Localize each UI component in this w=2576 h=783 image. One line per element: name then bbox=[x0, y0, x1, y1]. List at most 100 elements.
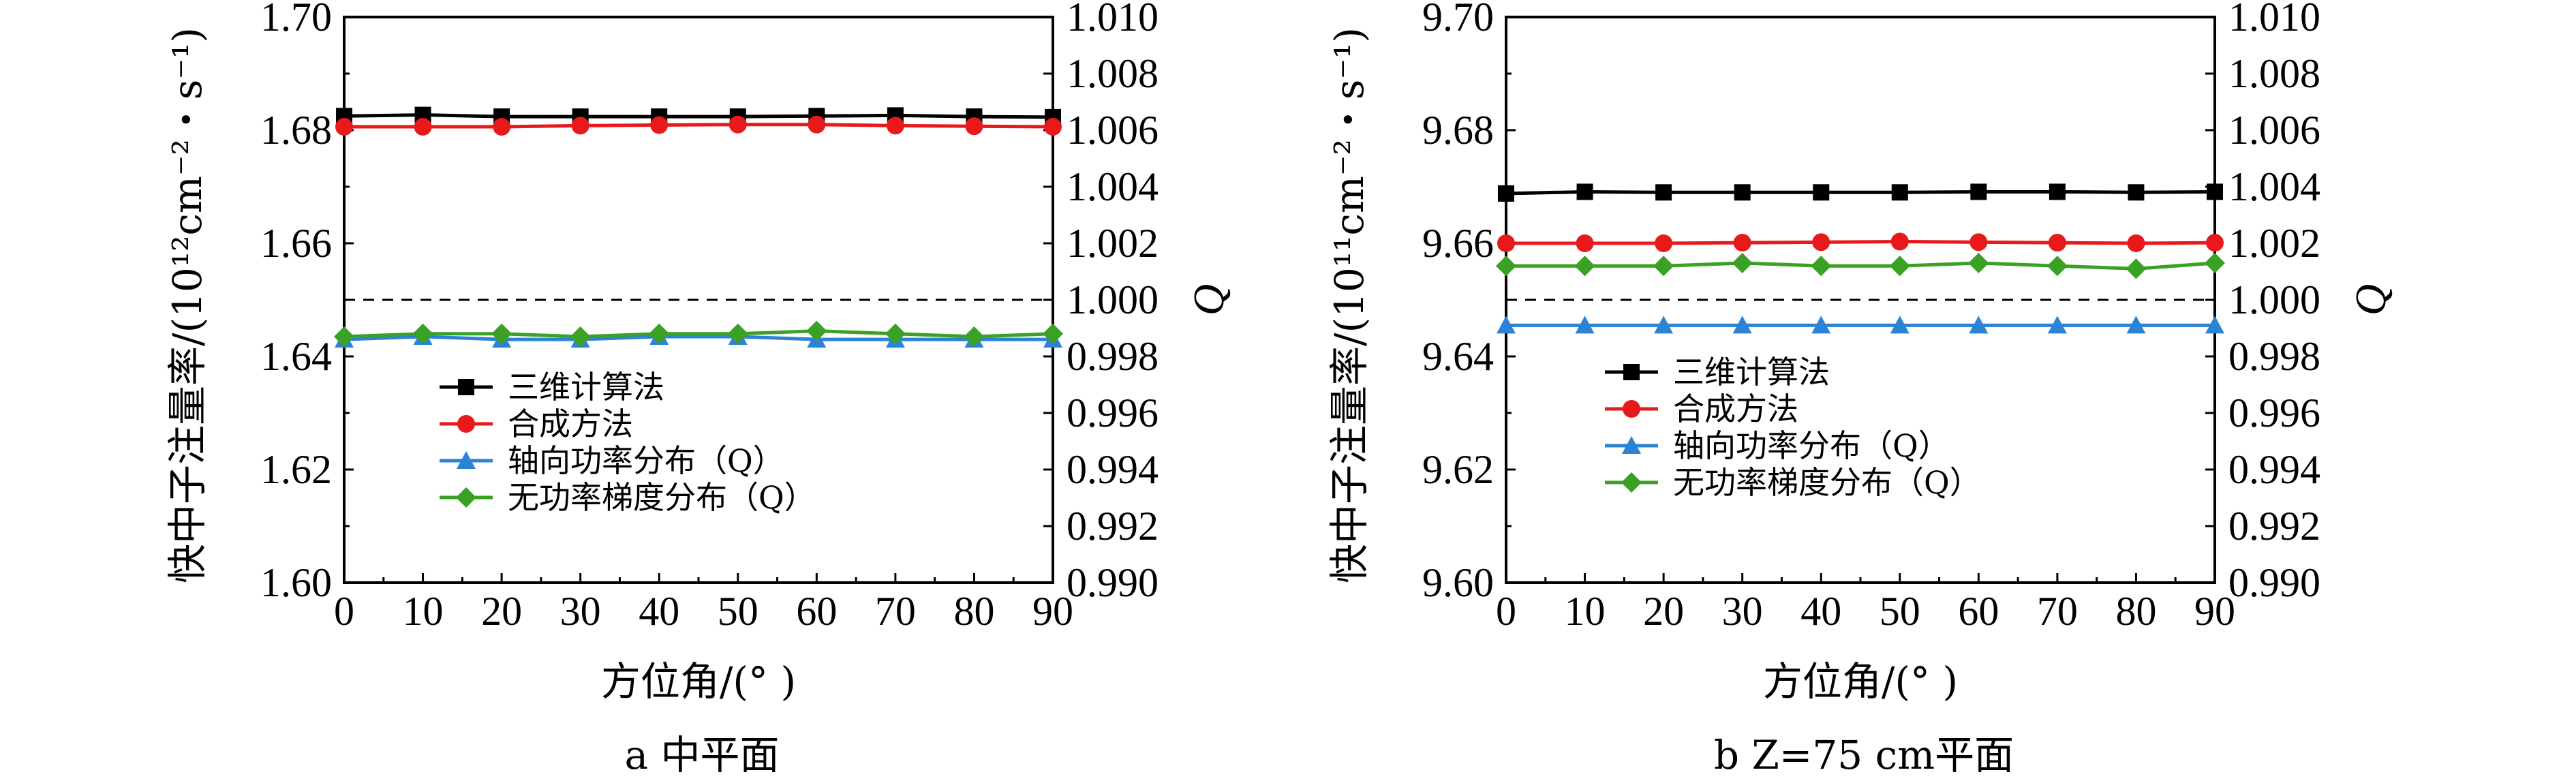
y-left-axis-title: 快中子注量率/(10¹¹cm⁻²・s⁻¹) bbox=[1326, 27, 1373, 583]
y-left-tick-label: 1.68 bbox=[260, 108, 332, 153]
data-point bbox=[1811, 256, 1832, 277]
data-point bbox=[1576, 234, 1594, 252]
series-2 bbox=[1497, 316, 2224, 334]
y-left-tick-label: 9.64 bbox=[1422, 334, 1494, 379]
legend-label: 轴向功率分布（Q） bbox=[1673, 427, 1950, 464]
data-point bbox=[570, 326, 591, 347]
data-point bbox=[1891, 184, 1908, 201]
data-point bbox=[1654, 316, 1674, 334]
y-right-tick-label: 1.000 bbox=[1067, 277, 1159, 322]
x-tick-label: 50 bbox=[718, 589, 758, 634]
data-point bbox=[886, 117, 904, 135]
data-point bbox=[1497, 234, 1515, 252]
x-tick-label: 20 bbox=[1643, 589, 1684, 634]
y-right-axis-title: Q bbox=[1184, 284, 1233, 316]
series-line bbox=[343, 335, 1053, 341]
y-right-tick-label: 1.006 bbox=[2228, 108, 2320, 153]
data-point bbox=[2127, 234, 2145, 252]
data-point bbox=[1890, 232, 1909, 251]
series-line bbox=[1505, 189, 2215, 196]
legend-marker bbox=[457, 451, 476, 469]
y-right-tick-label: 0.990 bbox=[2228, 560, 2320, 605]
y-right-tick-label: 1.002 bbox=[2228, 221, 2320, 266]
legend-label: 无功率梯度分布（Q） bbox=[1673, 464, 1981, 501]
data-point bbox=[806, 320, 827, 341]
data-point bbox=[727, 323, 748, 344]
data-point bbox=[334, 326, 354, 347]
y-left-tick-label: 9.68 bbox=[1422, 108, 1494, 153]
y-right-tick-label: 0.998 bbox=[1067, 334, 1159, 379]
legend-marker bbox=[457, 415, 475, 433]
series-0 bbox=[1498, 183, 2223, 202]
y-left-tick-label: 9.66 bbox=[1422, 221, 1494, 266]
data-point bbox=[1813, 184, 1830, 201]
y-right-tick-label: 0.994 bbox=[1067, 447, 1159, 492]
y-right-tick-label: 1.008 bbox=[1067, 51, 1159, 96]
x-tick-label: 90 bbox=[2194, 589, 2235, 634]
data-point bbox=[1044, 118, 1062, 136]
x-tick-label: 80 bbox=[2115, 589, 2156, 634]
legend-label: 三维计算法 bbox=[508, 369, 664, 405]
legend-label: 三维计算法 bbox=[1673, 354, 1830, 390]
data-point bbox=[2205, 316, 2224, 334]
data-point bbox=[965, 117, 983, 136]
x-tick-label: 10 bbox=[1565, 589, 1606, 634]
series-line bbox=[1506, 240, 2215, 245]
data-point bbox=[571, 117, 589, 135]
data-point bbox=[1732, 316, 1752, 334]
data-point bbox=[414, 118, 432, 136]
y-left-tick-label: 1.70 bbox=[260, 0, 332, 40]
y-left-tick-label: 1.64 bbox=[260, 334, 332, 379]
y-right-axis-title: Q bbox=[2346, 284, 2395, 316]
data-point bbox=[1889, 256, 1910, 277]
data-point bbox=[1655, 184, 1672, 201]
y-right-tick-label: 1.004 bbox=[2228, 164, 2320, 209]
data-point bbox=[808, 115, 826, 134]
data-point bbox=[491, 323, 512, 344]
x-tick-label: 90 bbox=[1032, 589, 1073, 634]
data-point bbox=[2206, 234, 2224, 252]
data-point bbox=[1969, 316, 1989, 334]
data-point bbox=[1497, 316, 1516, 334]
series-1 bbox=[1497, 232, 2224, 252]
panel-caption: a 中平面 bbox=[624, 732, 779, 778]
data-point bbox=[650, 116, 669, 134]
data-point bbox=[1496, 256, 1516, 277]
y-right-tick-label: 0.992 bbox=[2228, 504, 2320, 549]
data-point bbox=[1811, 316, 1831, 334]
data-point bbox=[729, 115, 747, 134]
y-right-tick-label: 1.006 bbox=[1067, 108, 1159, 153]
data-point bbox=[493, 118, 511, 136]
legend-marker bbox=[458, 379, 474, 395]
data-point bbox=[964, 326, 985, 347]
data-point bbox=[1969, 233, 1988, 251]
data-point bbox=[649, 323, 670, 344]
series-3 bbox=[334, 320, 1063, 347]
x-tick-label: 70 bbox=[875, 589, 916, 634]
data-point bbox=[412, 323, 433, 344]
y-right-tick-label: 1.008 bbox=[2228, 51, 2320, 96]
data-point bbox=[1733, 234, 1751, 252]
series-line bbox=[344, 123, 1054, 129]
x-tick-label: 0 bbox=[1496, 589, 1516, 634]
series-line bbox=[343, 113, 1054, 119]
data-point bbox=[1576, 183, 1593, 200]
series-line bbox=[343, 329, 1054, 339]
y-left-tick-label: 1.60 bbox=[260, 560, 332, 605]
y-right-tick-label: 1.000 bbox=[2228, 277, 2320, 322]
series-3 bbox=[1496, 253, 2225, 279]
x-tick-label: 50 bbox=[1880, 589, 1920, 634]
y-left-tick-label: 9.70 bbox=[1422, 0, 1494, 40]
y-right-tick-label: 0.996 bbox=[1067, 390, 1159, 435]
data-point bbox=[1498, 185, 1514, 202]
data-point bbox=[1655, 234, 1673, 252]
legend-label: 合成方法 bbox=[508, 405, 633, 442]
x-tick-label: 60 bbox=[796, 589, 837, 634]
legend-label: 轴向功率分布（Q） bbox=[508, 442, 784, 479]
data-point bbox=[2048, 234, 2066, 252]
data-point bbox=[2128, 184, 2145, 201]
y-right-tick-label: 1.002 bbox=[1067, 221, 1159, 266]
x-tick-label: 0 bbox=[334, 589, 354, 634]
data-point bbox=[1732, 253, 1753, 274]
